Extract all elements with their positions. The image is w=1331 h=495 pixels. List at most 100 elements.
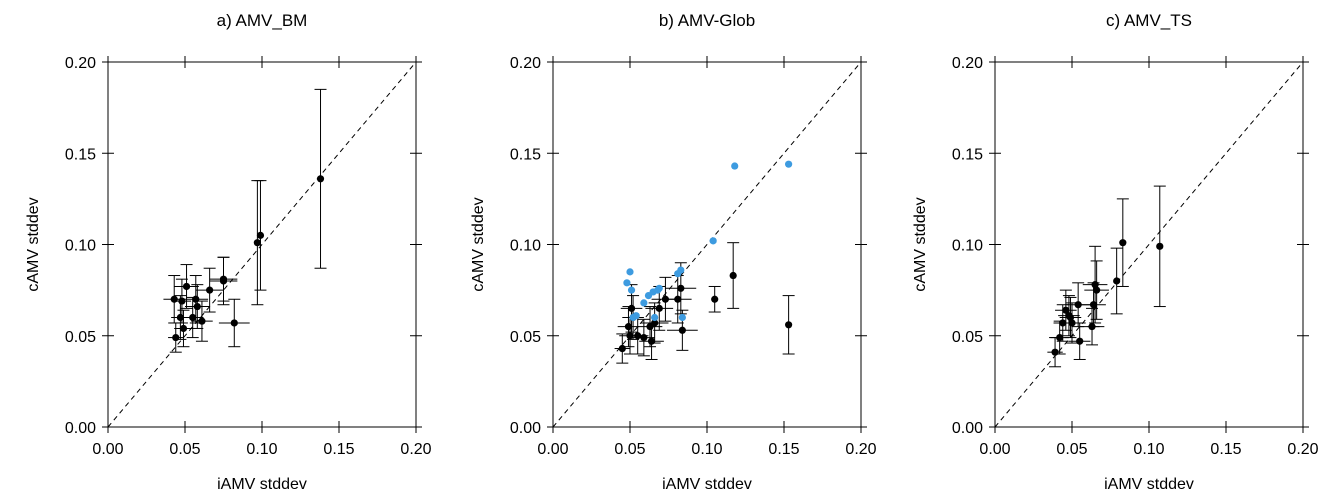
data-point: [1068, 319, 1076, 327]
data-point: [627, 304, 636, 312]
data-point: [172, 333, 180, 342]
data-point: [655, 304, 663, 312]
data-point: [1113, 277, 1121, 285]
series-1: [1047, 185, 1166, 368]
data-point: [677, 266, 685, 274]
x-tick-label: 0.00: [979, 441, 1010, 458]
y-tick-label: 0.05: [510, 329, 541, 346]
chart-panel-1: a) AMV_BM 0.00 0.05 0.10 0.15 0.20 0.00 0.05 0.1…: [25, 11, 432, 493]
y-tick-label: 0.10: [510, 238, 541, 255]
x-tick-label: 0.20: [845, 441, 876, 458]
x-tick-label: 0.20: [400, 441, 431, 458]
data-point: [178, 297, 186, 305]
data-point: [219, 275, 228, 283]
identity-line: [994, 61, 1304, 428]
data-point: [1056, 333, 1064, 342]
x-axis-label: iAMV stddev: [1104, 476, 1194, 493]
x-tick-label: 0.15: [323, 441, 354, 458]
data-point: [627, 286, 636, 294]
chart-title: a) AMV_BM: [217, 11, 308, 30]
x-tick-label: 0.15: [1210, 441, 1241, 458]
y-axis-label: cAMV stddev: [25, 197, 42, 291]
data-point: [198, 317, 206, 325]
y-tick-label: 0.00: [510, 420, 541, 437]
data-point: [1089, 301, 1098, 309]
data-point: [618, 344, 626, 353]
data-point: [1156, 242, 1164, 250]
y-tick-label: 0.10: [952, 238, 983, 255]
data-point: [651, 319, 659, 327]
data-point: [674, 295, 682, 303]
data-point: [182, 282, 191, 291]
x-tick-label: 0.10: [691, 441, 722, 458]
data-point: [647, 337, 656, 345]
data-point: [729, 271, 737, 280]
chart-title: c) AMV_TS: [1106, 11, 1192, 30]
data-point: [651, 313, 659, 322]
data-point: [785, 321, 793, 329]
data-point: [1062, 306, 1070, 314]
chart-panel-2: b) AMV-Glob 0.00 0.05 0.10 0.15 0.20 0.00 0.05 0…: [470, 11, 877, 493]
data-point: [624, 323, 633, 331]
series-2: [623, 160, 793, 322]
y-axis-label: cAMV stddev: [912, 197, 929, 291]
data-point: [189, 313, 197, 322]
data-point: [709, 237, 717, 245]
y-tick-label: 0.00: [952, 420, 983, 437]
data-point: [1059, 319, 1067, 327]
data-point: [626, 268, 634, 276]
y-tick-label: 0.15: [65, 146, 96, 163]
data-point: [731, 162, 739, 170]
data-point: [206, 286, 214, 294]
y-tick-label: 0.05: [65, 329, 96, 346]
data-point: [640, 299, 648, 307]
identity-line: [552, 61, 862, 428]
data-point: [192, 295, 200, 303]
identity-line: [107, 61, 417, 428]
x-tick-label: 0.05: [614, 441, 645, 458]
y-axis-label: cAMV stddev: [470, 197, 487, 291]
y-tick-label: 0.05: [952, 329, 983, 346]
data-point: [678, 326, 686, 334]
x-tick-label: 0.20: [1287, 441, 1318, 458]
chart-panel-3: c) AMV_TS 0.00 0.05 0.10 0.15 0.20 0.00 0.05 0.1…: [912, 11, 1319, 493]
data-point: [230, 319, 238, 327]
data-point: [632, 312, 640, 320]
y-tick-label: 0.10: [65, 238, 96, 255]
y-tick-label: 0.15: [510, 146, 541, 163]
data-point: [1119, 239, 1127, 247]
data-point: [1088, 323, 1096, 331]
data-point: [1074, 301, 1082, 309]
data-point: [170, 295, 178, 303]
data-point: [253, 239, 261, 247]
x-tick-label: 0.00: [537, 441, 568, 458]
x-tick-label: 0.05: [169, 441, 200, 458]
y-tick-label: 0.20: [952, 55, 983, 72]
x-tick-label: 0.10: [1133, 441, 1164, 458]
data-point: [626, 332, 634, 340]
y-tick-label: 0.20: [510, 55, 541, 72]
data-point: [634, 332, 642, 340]
data-point: [640, 333, 648, 342]
data-point: [1091, 281, 1099, 289]
x-tick-label: 0.10: [246, 441, 277, 458]
x-axis-label: iAMV stddev: [662, 476, 752, 493]
series-1: [163, 88, 327, 353]
x-tick-label: 0.00: [92, 441, 123, 458]
data-point: [1076, 337, 1084, 345]
chart-title: b) AMV-Glob: [659, 11, 755, 30]
data-point: [256, 231, 265, 239]
data-point: [179, 324, 188, 333]
y-tick-label: 0.00: [65, 420, 96, 437]
data-point: [623, 279, 631, 287]
x-tick-label: 0.15: [768, 441, 799, 458]
data-point: [316, 175, 325, 183]
data-point: [1093, 286, 1101, 294]
data-point: [677, 284, 685, 292]
data-point: [1066, 313, 1075, 322]
x-tick-label: 0.05: [1056, 441, 1087, 458]
data-point: [661, 295, 670, 303]
data-point: [785, 160, 793, 168]
data-point: [678, 313, 686, 322]
